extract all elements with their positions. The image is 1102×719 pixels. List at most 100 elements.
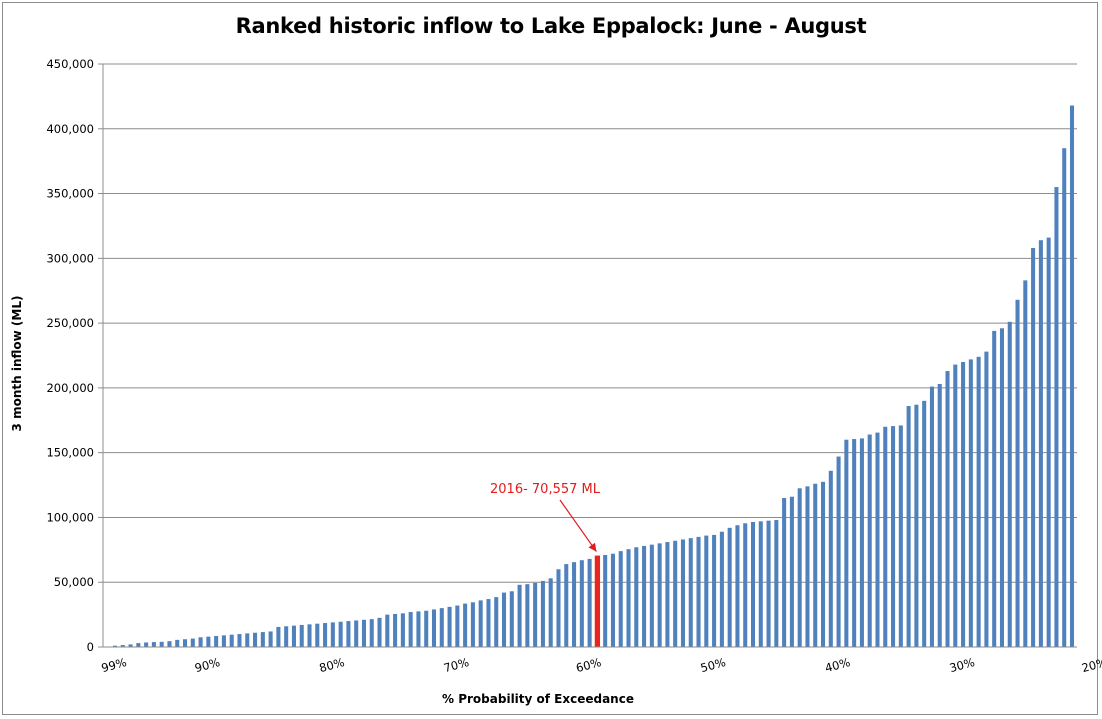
bar bbox=[859, 438, 864, 647]
bar bbox=[750, 521, 756, 647]
bar bbox=[338, 621, 343, 647]
bar bbox=[673, 540, 678, 647]
bar bbox=[393, 613, 398, 647]
bar bbox=[1007, 321, 1012, 647]
bar bbox=[813, 483, 818, 647]
bar bbox=[548, 578, 553, 647]
x-tick-label: 30% bbox=[948, 655, 976, 675]
y-tick-label: 350,000 bbox=[46, 187, 94, 201]
bar bbox=[556, 569, 561, 647]
bar bbox=[587, 558, 592, 647]
x-axis-title: % Probability of Exceedance bbox=[442, 692, 634, 706]
bar bbox=[961, 361, 966, 647]
bar bbox=[245, 633, 250, 647]
bars bbox=[112, 105, 1075, 647]
bar bbox=[929, 386, 934, 647]
bar bbox=[953, 364, 958, 647]
bar bbox=[167, 641, 172, 647]
bar bbox=[603, 555, 608, 647]
bar bbox=[618, 551, 623, 647]
bar bbox=[914, 404, 919, 647]
bar bbox=[128, 644, 133, 647]
x-axis-ticks: 99%90%80%70%60%50%40%30%20%10%1% bbox=[100, 655, 1102, 675]
x-tick-label: 20% bbox=[1080, 655, 1102, 675]
bar bbox=[1046, 237, 1051, 647]
y-axis-ticks: 0 50,000 100,000 150,000 200,000 250,000 300,0… bbox=[46, 57, 103, 654]
bar bbox=[214, 635, 219, 647]
bar bbox=[315, 623, 320, 647]
y-tick-label: 450,000 bbox=[46, 57, 94, 71]
bar bbox=[190, 638, 195, 647]
bar bbox=[494, 597, 499, 647]
bar bbox=[198, 637, 203, 647]
bar bbox=[463, 603, 468, 647]
x-tick-label: 90% bbox=[193, 655, 221, 675]
bar bbox=[1069, 105, 1075, 647]
annotation-label: 2016- 70,557 ML bbox=[490, 482, 601, 497]
bar bbox=[680, 539, 685, 647]
bar bbox=[354, 620, 359, 647]
bar bbox=[470, 602, 475, 647]
bar bbox=[883, 426, 888, 647]
bar bbox=[377, 617, 382, 647]
annotation: 2016- 70,557 ML bbox=[490, 482, 601, 552]
bar bbox=[268, 631, 273, 647]
bar bbox=[945, 371, 950, 647]
bar bbox=[478, 600, 483, 647]
y-tick-label: 200,000 bbox=[46, 381, 94, 395]
bar bbox=[229, 634, 234, 647]
bar bbox=[642, 545, 647, 647]
bar bbox=[1015, 299, 1020, 647]
bar bbox=[844, 439, 849, 647]
x-tick-label: 70% bbox=[442, 655, 470, 675]
chart-title: Ranked historic inflow to Lake Eppalock:… bbox=[235, 14, 867, 38]
bar bbox=[1054, 187, 1059, 647]
bar bbox=[260, 632, 265, 647]
bar bbox=[1031, 247, 1036, 647]
y-tick-label: 50,000 bbox=[54, 575, 94, 589]
bar bbox=[937, 384, 942, 647]
bar bbox=[758, 521, 763, 647]
bar bbox=[875, 432, 880, 647]
y-tick-label: 0 bbox=[87, 640, 94, 654]
bar bbox=[159, 641, 164, 647]
bar bbox=[284, 626, 289, 647]
annotation-arrow-line bbox=[559, 499, 597, 552]
bar bbox=[579, 560, 584, 647]
y-tick-label: 400,000 bbox=[46, 122, 94, 136]
y-tick-label: 150,000 bbox=[46, 446, 94, 460]
bar bbox=[112, 645, 118, 647]
bar bbox=[891, 426, 896, 647]
y-tick-label: 100,000 bbox=[46, 510, 94, 524]
bar bbox=[361, 619, 366, 647]
bar bbox=[665, 542, 670, 647]
y-tick-label: 250,000 bbox=[46, 316, 94, 330]
bar bbox=[805, 486, 810, 647]
bar bbox=[206, 636, 211, 647]
x-tick-label: 99% bbox=[100, 655, 128, 675]
bar bbox=[1038, 240, 1043, 647]
bar bbox=[517, 584, 522, 647]
bar bbox=[291, 625, 296, 647]
bar bbox=[424, 610, 429, 647]
bar bbox=[221, 635, 226, 647]
bar bbox=[688, 538, 693, 647]
bar bbox=[696, 536, 701, 647]
bar bbox=[533, 582, 538, 647]
bar bbox=[144, 642, 149, 647]
y-tick-label: 300,000 bbox=[46, 251, 94, 265]
bar bbox=[525, 584, 530, 647]
bar bbox=[299, 624, 304, 647]
bar bbox=[431, 609, 437, 647]
bar bbox=[906, 406, 911, 647]
bar bbox=[237, 634, 242, 647]
bar bbox=[502, 592, 507, 647]
bar bbox=[486, 599, 491, 647]
bar bbox=[774, 520, 779, 647]
bar bbox=[782, 498, 787, 647]
bar bbox=[509, 591, 514, 647]
x-tick-label: 40% bbox=[823, 655, 851, 675]
bar bbox=[712, 534, 717, 647]
bar bbox=[572, 562, 577, 647]
